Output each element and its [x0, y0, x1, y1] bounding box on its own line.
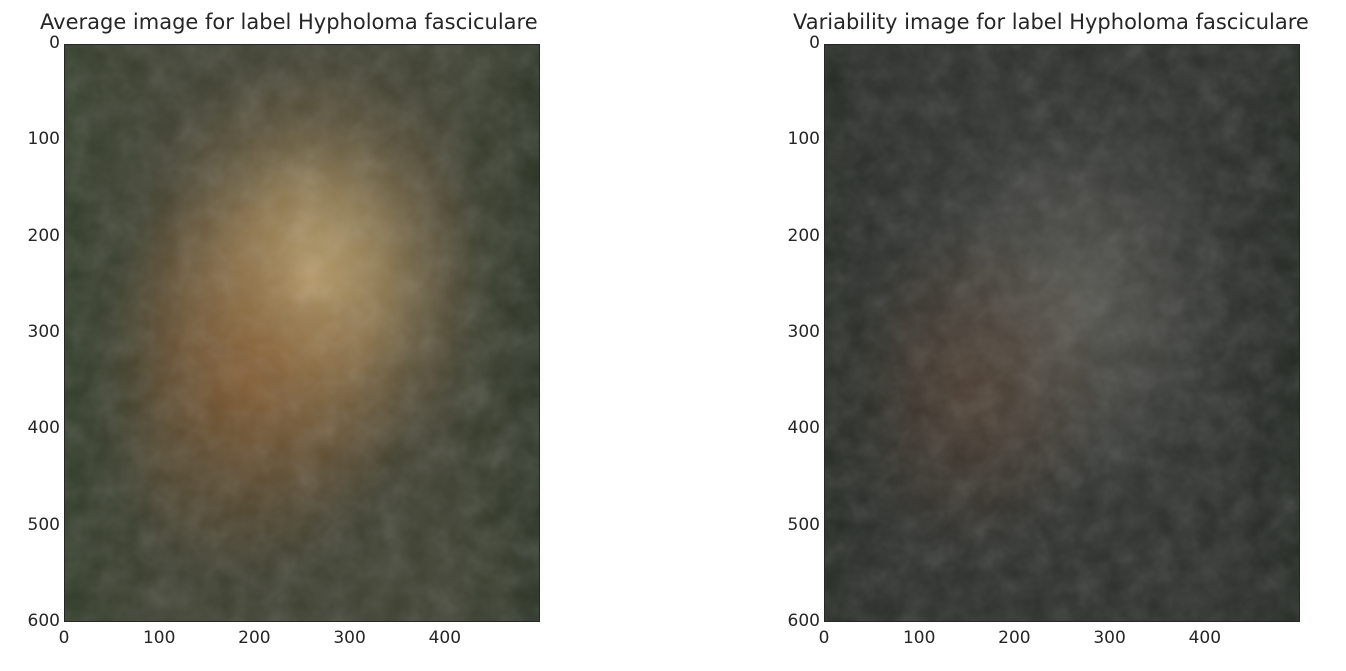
variability-image-y-tick-label: 300: [787, 322, 820, 342]
average-image-y-tick-label: 0: [49, 33, 60, 53]
average-image-y-tick-label: 100: [27, 129, 60, 150]
average-image-y-tick-label: 400: [27, 418, 60, 439]
average-image-y-tick-label: 200: [27, 225, 60, 246]
variability-image-x-tick-label: 100: [902, 628, 936, 648]
average-image-plot: [64, 44, 540, 622]
average-image-heatmap: [65, 45, 539, 621]
average-image-x-tick-label: 0: [58, 628, 70, 648]
variability-image-y-tick-label: 200: [787, 225, 820, 246]
average-image-y-tick-label: 500: [27, 514, 60, 535]
average-image-x-tick-label: 100: [142, 628, 176, 648]
average-image-y-tick-label: 600: [27, 611, 60, 631]
average-image-x-tick-label: 300: [333, 628, 366, 648]
variability-image-x-tick-label: 0: [818, 628, 830, 648]
variability-image-title: Variability image for label Hypholoma fa…: [793, 10, 1309, 34]
average-image-x-tick-label: 400: [428, 628, 462, 648]
variability-image-x-tick-label: 200: [998, 628, 1031, 648]
variability-image-y-tick-label: 100: [787, 129, 820, 150]
average-image-texture: [65, 45, 539, 621]
average-image-y-tick-label: 300: [27, 322, 60, 342]
variability-image-texture: [825, 45, 1299, 621]
variability-image-y-tick-label: 600: [787, 611, 820, 631]
average-image-x-tick-label: 200: [238, 628, 271, 648]
variability-image-plot: [824, 44, 1300, 622]
variability-image-x-tick-label: 300: [1093, 628, 1126, 648]
variability-image-x-tick-label: 400: [1188, 628, 1222, 648]
variability-image-y-tick-label: 0: [809, 33, 820, 53]
variability-image-heatmap: [825, 45, 1299, 621]
variability-image-y-tick-label: 400: [787, 418, 820, 439]
variability-image-y-tick-label: 500: [787, 514, 820, 535]
average-image-title: Average image for label Hypholoma fascic…: [40, 10, 538, 34]
